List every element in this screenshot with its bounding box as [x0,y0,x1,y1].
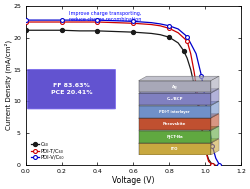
Text: Improve charge transporting,
reduce charge recombination: Improve charge transporting, reduce char… [69,11,141,22]
Text: FF 83.63%
PCE 20.41%: FF 83.63% PCE 20.41% [51,83,92,94]
FancyBboxPatch shape [28,69,116,109]
Legend: C₆₀, PDI-T/C₆₀, PDI-V/C₆₀: C₆₀, PDI-T/C₆₀, PDI-V/C₆₀ [30,142,65,160]
X-axis label: Voltage (V): Voltage (V) [112,176,154,185]
Y-axis label: Current Density (mA/cm²): Current Density (mA/cm²) [4,40,12,130]
